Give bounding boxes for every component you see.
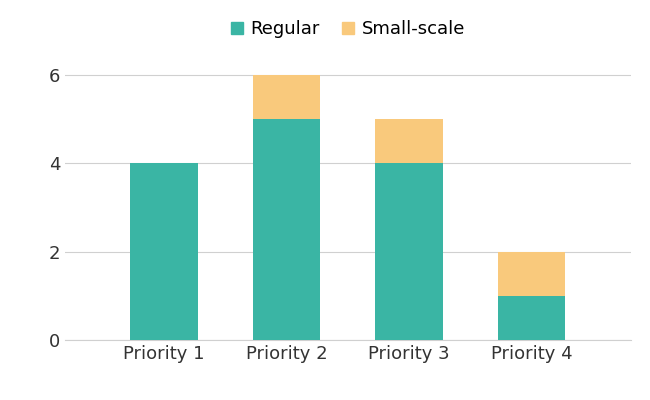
Bar — [375, 119, 443, 163]
Bar — [498, 252, 566, 296]
Bar — [498, 296, 566, 340]
Legend: Regular, Small-scale: Regular, Small-scale — [224, 13, 472, 46]
Bar — [253, 119, 320, 340]
Bar — [253, 74, 320, 119]
Bar — [130, 163, 198, 340]
Bar — [375, 163, 443, 340]
